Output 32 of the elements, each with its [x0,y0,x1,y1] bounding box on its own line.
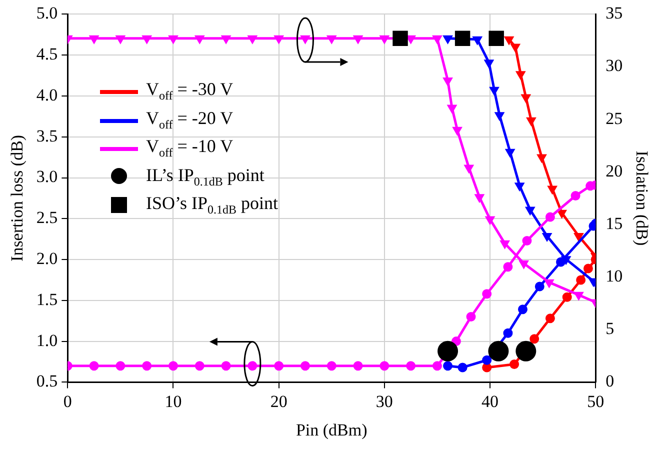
legend-label: ISO’s IP$_{0.1dB}$ point [146,192,278,219]
y2-tick-label: 25 [606,108,623,128]
x-tick-label: 50 [587,392,604,411]
y2-tick-label: 5 [606,319,614,338]
y-tick-label: 4.5 [36,44,58,64]
x-axis-title: Pin (dBm) [296,420,368,440]
y-axis-title: Insertion loss (dB) [8,134,27,262]
y2-tick-label: 0 [606,372,614,391]
y2-tick-label: 20 [606,161,623,180]
y-tick-label: 1.5 [36,290,58,309]
y-tick-label: 4.0 [36,85,58,104]
y2-tick-label: 30 [606,56,623,76]
y2-tick-label: 35 [606,4,623,23]
y-tick-label: 2.5 [36,208,58,228]
legend-label: V$_{off}$ = -20 V [146,106,234,134]
y2-tick-label: 10 [606,266,623,286]
x-tick-label: 0 [63,392,72,411]
x-tick-label: 40 [482,392,499,411]
y2-tick-label: 15 [606,214,623,233]
x-tick-label: 10 [164,392,182,411]
x-tick-label: 30 [376,392,393,411]
y2-axis-title: Isolation (dB) [632,150,652,246]
y-tick-label: 3.0 [36,167,58,186]
y-tick-label: 3.5 [36,126,58,146]
legend-label: V$_{off}$ = -10 V [146,135,234,162]
x-tick-label: 20 [270,392,288,411]
legend-label: IL’s IP$_{0.1dB}$ point [146,164,264,190]
y-tick-label: 0.5 [36,372,58,391]
y-tick-label: 1.0 [36,330,58,350]
legend-label: V$_{off}$ = -30 V [146,78,234,105]
y-tick-label: 5.0 [36,4,58,23]
y-tick-label: 2.0 [36,249,58,268]
